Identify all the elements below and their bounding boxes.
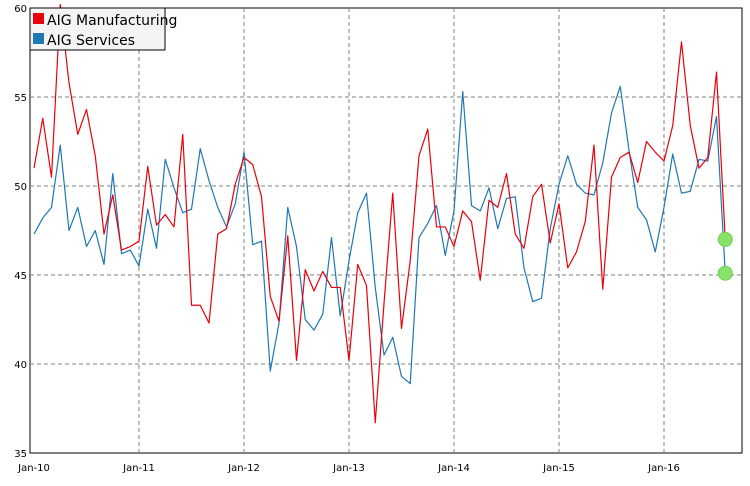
y-tick-label: 40 [14, 360, 27, 371]
end-markers [717, 231, 733, 281]
y-tick-label: 60 [14, 4, 27, 15]
x-tick-label: Jan-12 [227, 463, 260, 474]
series-line-manufacturing [33, 3, 726, 424]
axes: 35 40 45 50 55 60 Jan-10 Jan-11 Jan-12 Jan-13 Jan-… [14, 4, 680, 474]
series-layer [33, 3, 726, 424]
y-tick-label: 50 [14, 182, 27, 193]
x-tick-label: Jan-11 [122, 463, 155, 474]
x-tick-label: Jan-15 [542, 463, 575, 474]
y-tick-label: 55 [14, 93, 27, 104]
x-tick-label: Jan-13 [332, 463, 365, 474]
legend-swatch-manufacturing [33, 13, 44, 24]
series-line-services [33, 85, 726, 385]
plot-area [29, 7, 743, 454]
legend-box [29, 7, 166, 51]
x-tick-label: Jan-10 [17, 463, 50, 474]
end-marker-manufacturing [717, 231, 733, 247]
x-tick-label: Jan-14 [437, 463, 470, 474]
legend-label-services: AIG Services [47, 33, 135, 49]
end-marker-services [717, 265, 733, 281]
legend-swatch-services [33, 33, 44, 44]
y-tick-label: 45 [14, 271, 27, 282]
x-tick-label: Jan-16 [647, 463, 680, 474]
y-tick-label: 35 [14, 449, 27, 460]
legend: AIG Manufacturing AIG Services [29, 7, 177, 51]
legend-label-manufacturing: AIG Manufacturing [47, 13, 177, 29]
